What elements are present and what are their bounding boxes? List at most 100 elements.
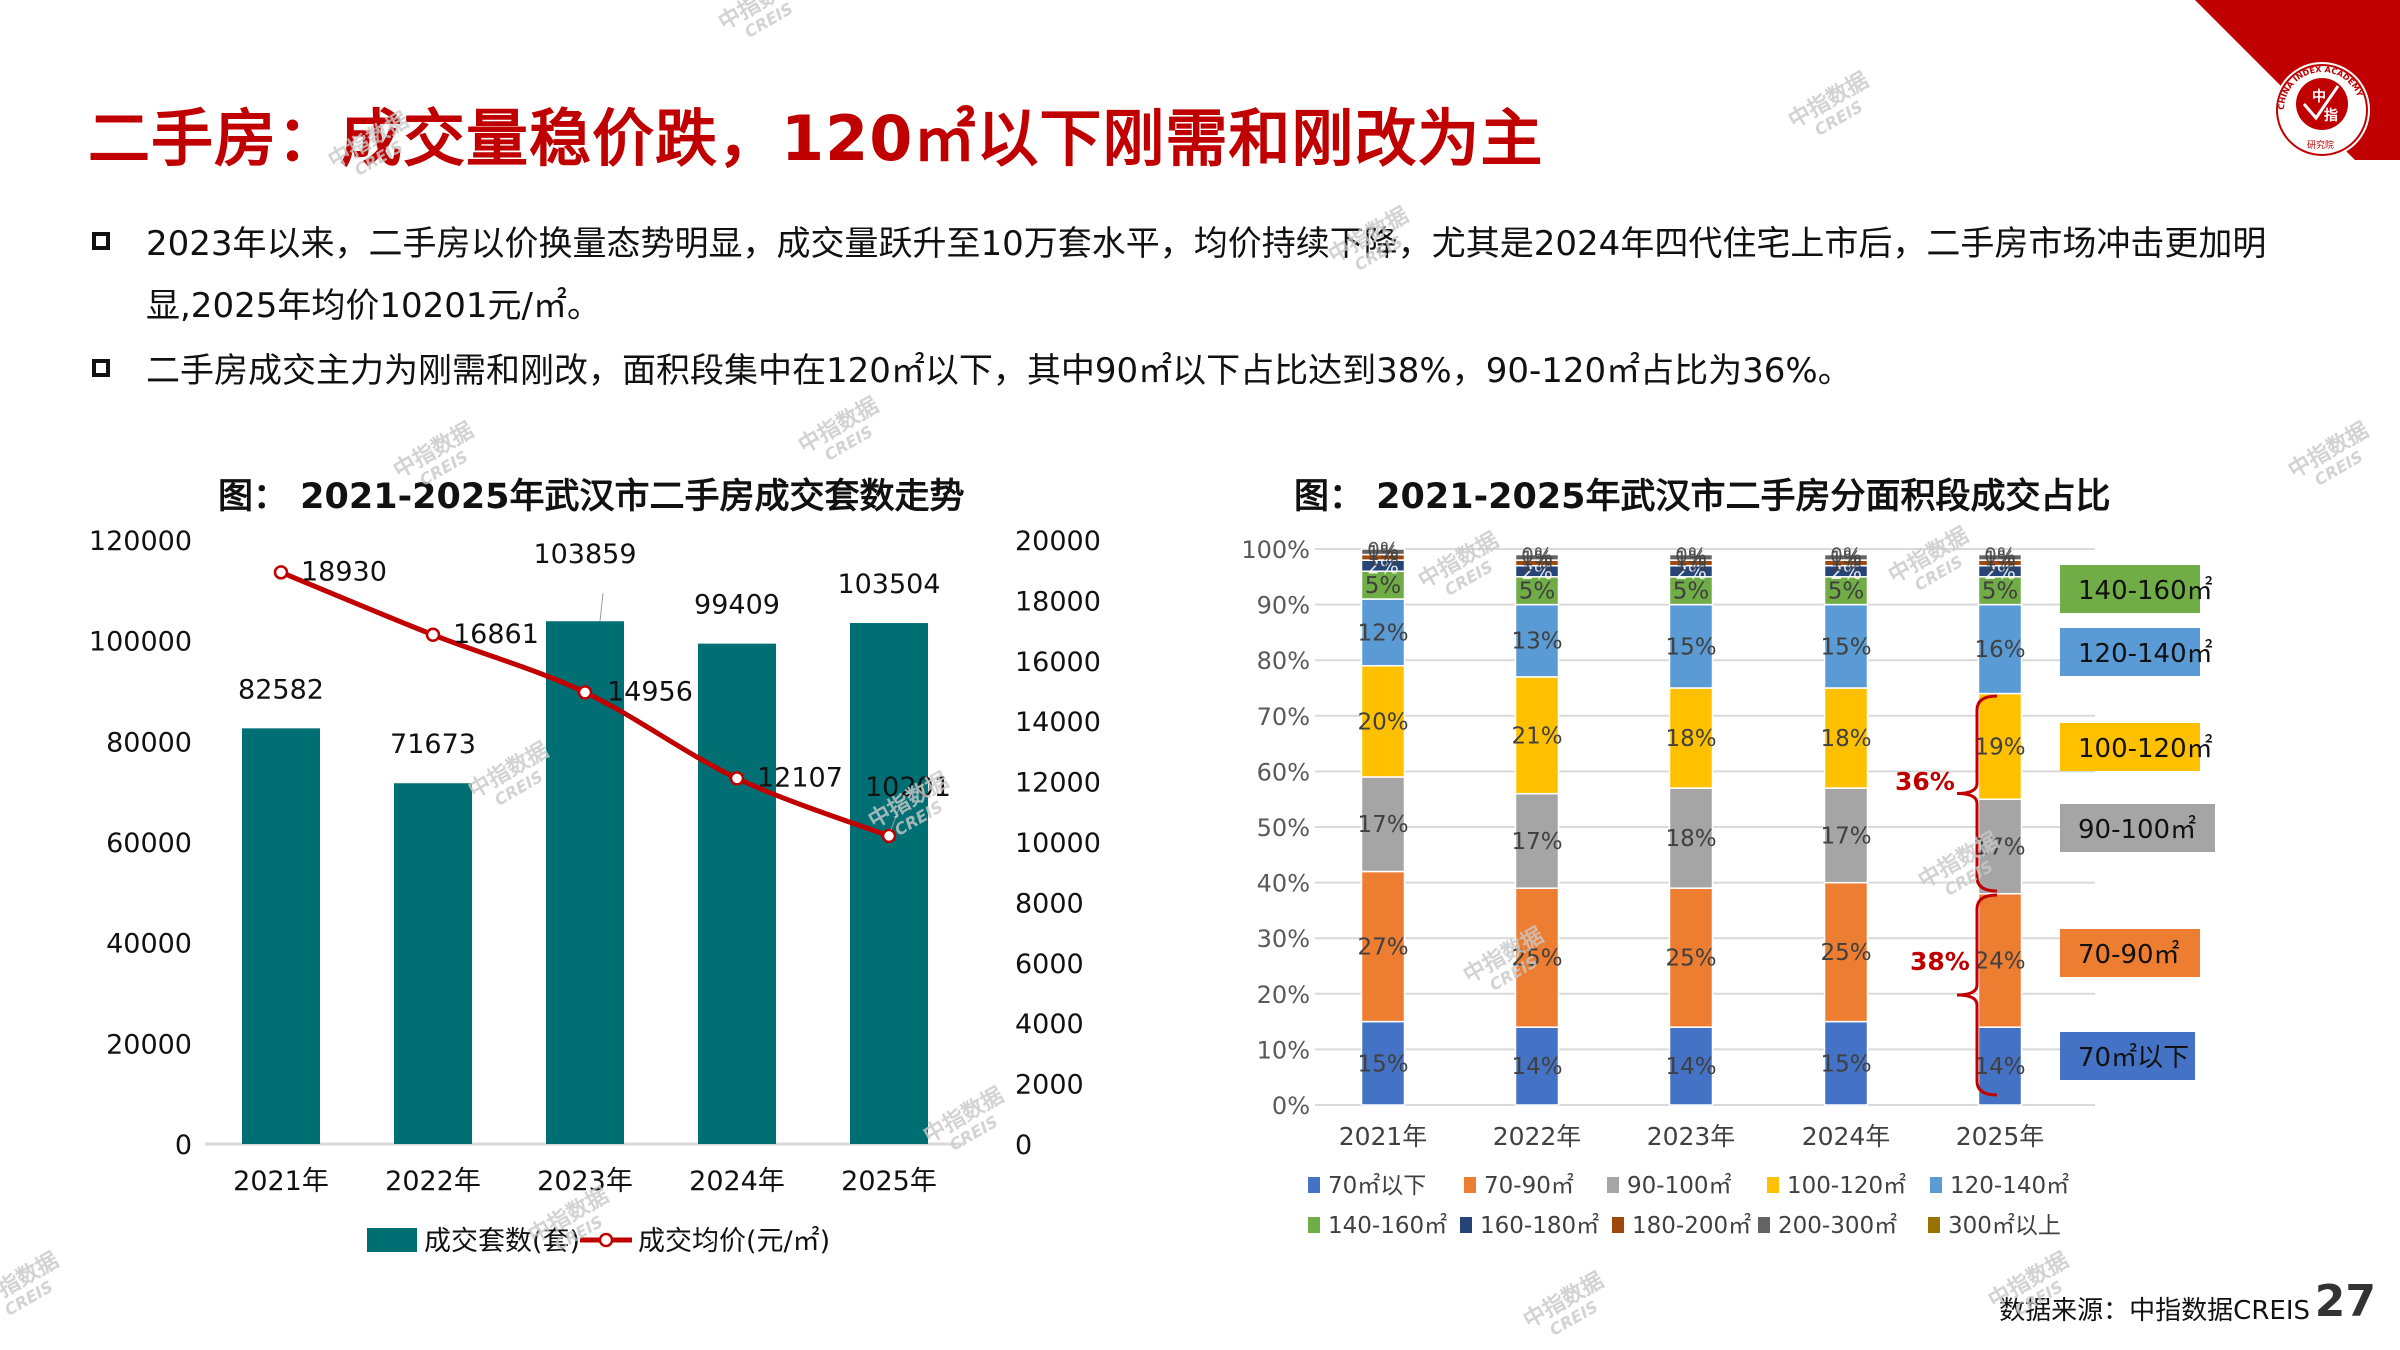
legend-label: 90-100㎡ bbox=[1627, 1173, 1731, 1199]
y-tick-label: 50% bbox=[1257, 814, 1310, 842]
x-tick-label: 2025年 bbox=[1956, 1122, 2045, 1151]
legend-label: 180-200㎡ bbox=[1632, 1213, 1751, 1239]
segment-data-label: 25% bbox=[1665, 946, 1716, 972]
legend-swatch bbox=[1308, 1217, 1320, 1233]
segment-data-label: 24% bbox=[1974, 948, 2025, 974]
y-left-tick-label: 20000 bbox=[106, 1029, 192, 1060]
legend-swatch-price-marker bbox=[598, 1232, 614, 1248]
x-tick-label: 2024年 bbox=[689, 1166, 785, 1197]
segment-data-label: 1% bbox=[1984, 546, 2016, 570]
callout-label: 90-100㎡ bbox=[2078, 815, 2196, 845]
stacked-segment bbox=[1668, 887, 1714, 1028]
stacked-segment bbox=[1514, 1026, 1560, 1106]
page-title: 二手房：成交量稳价跌，120㎡以下刚需和刚改为主 bbox=[88, 102, 1544, 175]
callout-label: 70-90㎡ bbox=[2078, 940, 2180, 970]
stacked-segment bbox=[1977, 576, 2023, 606]
segment-data-label: 25% bbox=[1820, 940, 1871, 966]
bar-data-label: 71673 bbox=[390, 729, 476, 760]
bar-volume bbox=[242, 728, 320, 1144]
bullet-text-line: 2023年以来，二手房以价换量态势明显，成交量跃升至10万套水平，均价持续下降，… bbox=[146, 224, 2267, 264]
legend-swatch-volume bbox=[367, 1228, 417, 1252]
segment-data-label: 25% bbox=[1511, 946, 1562, 972]
stacked-segment bbox=[1514, 576, 1560, 606]
stacked-segment bbox=[1668, 553, 1714, 561]
price-line-marker bbox=[273, 565, 289, 580]
segment-data-label: 5% bbox=[1365, 573, 1402, 599]
y-tick-label: 40% bbox=[1257, 870, 1310, 898]
y-left-tick-label: 80000 bbox=[106, 727, 192, 758]
callout-box bbox=[2060, 723, 2200, 771]
y-tick-label: 0% bbox=[1272, 1092, 1310, 1120]
x-tick-label: 2022年 bbox=[1493, 1122, 1582, 1151]
logo-check-icon bbox=[2302, 85, 2340, 121]
stacked-segment bbox=[1668, 1026, 1714, 1106]
callout-box bbox=[2060, 804, 2215, 852]
stacked-segment bbox=[1514, 676, 1560, 795]
segment-data-label: 16% bbox=[1974, 637, 2025, 663]
bullet-text-line: 显,2025年均价10201元/㎡。 bbox=[146, 286, 601, 326]
stacked-segment bbox=[1668, 603, 1714, 689]
y-tick-label: 100% bbox=[1241, 536, 1310, 564]
annotation-38pct: 38% bbox=[1910, 947, 1970, 976]
logo-char-top: 中 bbox=[2312, 88, 2326, 105]
segment-data-label: 15% bbox=[1820, 1051, 1871, 1077]
leader-line bbox=[890, 797, 904, 831]
stacked-segment bbox=[1977, 553, 2023, 561]
legend-swatch bbox=[1460, 1217, 1472, 1233]
segment-data-label: 1% bbox=[1521, 546, 1553, 570]
legend-label: 160-180㎡ bbox=[1480, 1213, 1599, 1239]
y-right-tick-label: 18000 bbox=[1015, 586, 1101, 617]
bar-data-label: 99409 bbox=[694, 590, 780, 621]
y-right-tick-label: 16000 bbox=[1015, 647, 1101, 678]
callout-box bbox=[2060, 565, 2200, 613]
y-right-tick-label: 14000 bbox=[1015, 707, 1101, 738]
stacked-segment bbox=[1360, 870, 1406, 1023]
price-data-label: 16861 bbox=[453, 619, 539, 650]
y-right-tick-label: 6000 bbox=[1015, 949, 1084, 980]
y-tick-label: 90% bbox=[1257, 592, 1310, 620]
bar-volume bbox=[698, 643, 776, 1144]
stacked-segment bbox=[1823, 787, 1869, 884]
logo-bottom-text: 研究院 bbox=[2307, 139, 2334, 151]
legend-swatch bbox=[1767, 1177, 1779, 1193]
stacked-segment bbox=[1514, 887, 1560, 1028]
x-tick-label: 2022年 bbox=[385, 1166, 481, 1197]
y-tick-label: 70% bbox=[1257, 703, 1310, 731]
segment-data-label: 19% bbox=[1974, 734, 2025, 760]
y-tick-label: 20% bbox=[1257, 981, 1310, 1009]
y-tick-label: 60% bbox=[1257, 758, 1310, 786]
chart1-title: 图： 2021-2025年武汉市二手房成交套数走势 bbox=[218, 477, 965, 517]
callout-label: 140-160㎡ bbox=[2078, 576, 2213, 606]
bullet-square-icon bbox=[92, 232, 110, 250]
annotation-36pct: 36% bbox=[1895, 767, 1955, 796]
bar-data-label: 103859 bbox=[533, 539, 636, 570]
callout-box bbox=[2060, 1032, 2195, 1080]
bar-volume bbox=[850, 623, 928, 1144]
segment-data-label: 20% bbox=[1357, 709, 1408, 735]
segment-data-label: 18% bbox=[1820, 726, 1871, 752]
stacked-segment bbox=[1360, 1020, 1406, 1106]
segment-data-label: 5% bbox=[1673, 579, 1710, 605]
legend-label: 200-300㎡ bbox=[1778, 1213, 1897, 1239]
stacked-segment bbox=[1360, 598, 1406, 667]
legend-swatch bbox=[1308, 1177, 1320, 1193]
y-left-tick-label: 120000 bbox=[89, 526, 192, 557]
stacked-segment bbox=[1514, 553, 1560, 561]
segment-data-label: 15% bbox=[1357, 1051, 1408, 1077]
stacked-segment bbox=[1668, 687, 1714, 789]
chart2-title: 图： 2021-2025年武汉市二手房分面积段成交占比 bbox=[1294, 477, 2111, 517]
y-tick-label: 10% bbox=[1257, 1036, 1310, 1064]
price-data-label: 14956 bbox=[607, 676, 693, 707]
legend-label-volume: 成交套数(套) bbox=[424, 1226, 580, 1257]
bar-data-label: 103504 bbox=[837, 569, 940, 600]
callout-box bbox=[2060, 929, 2200, 977]
y-left-tick-label: 60000 bbox=[106, 828, 192, 859]
x-tick-label: 2024年 bbox=[1802, 1122, 1891, 1151]
x-tick-label: 2023年 bbox=[537, 1166, 633, 1197]
y-right-tick-label: 10000 bbox=[1015, 828, 1101, 859]
x-tick-label: 2021年 bbox=[1339, 1122, 1428, 1151]
price-line-marker bbox=[729, 771, 745, 786]
segment-data-label: 5% bbox=[1982, 579, 2019, 605]
y-tick-label: 30% bbox=[1257, 925, 1310, 953]
